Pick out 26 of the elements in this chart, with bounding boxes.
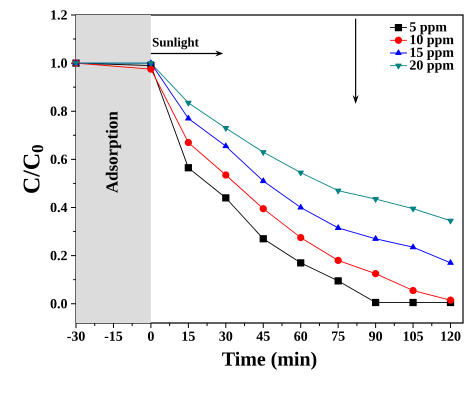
annotation: Sunlight: [152, 37, 199, 50]
y-tick-label: 0.6: [50, 154, 68, 164]
y-tick-label: 1.0: [51, 58, 67, 68]
legend-label: 20 ppm: [410, 60, 454, 73]
x-tick-label: 30: [219, 331, 232, 341]
x-tick-label: -30: [67, 331, 85, 341]
x-tick-label: 0: [148, 331, 154, 341]
y-axis-title: C/C$_{0}$: [24, 145, 44, 193]
x-tick-label: 75: [332, 331, 345, 341]
y-tick-label: 0.2: [50, 250, 67, 260]
x-tick-label: 60: [294, 331, 308, 341]
y-tick-label: 0.0: [50, 299, 67, 308]
band-label: Adsorption: [106, 111, 122, 193]
x-tick-label: 90: [369, 331, 382, 341]
x-axis-title: Time (min): [222, 352, 316, 370]
x-tick-label: 105: [404, 331, 424, 341]
x-tick-label: 15: [182, 331, 195, 341]
x-tick-label: 45: [256, 331, 270, 341]
legend-label: 10 ppm: [410, 34, 454, 48]
y-tick-label: 1.2: [51, 10, 67, 20]
y-tick-label: 0.8: [50, 106, 68, 116]
y-tick-label: 0.4: [50, 202, 68, 212]
legend-label: 15 ppm: [410, 48, 454, 60]
x-tick-label: -15: [104, 331, 122, 341]
x-tick-label: 120: [441, 331, 460, 341]
legend-label: 5 ppm: [410, 22, 447, 34]
